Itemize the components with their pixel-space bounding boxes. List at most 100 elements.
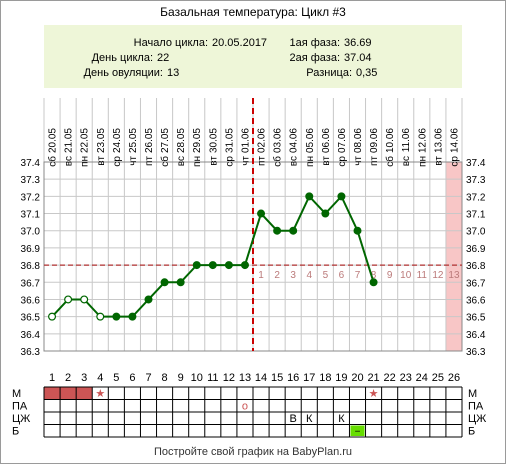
chart-layer: 36.3 36.3 36.4 36.4 36.5 36.5 36.6 36.6 36.7 36.7… [12, 98, 486, 438]
y-tick-label-left: 37.4 [21, 158, 41, 169]
info-panel [44, 25, 462, 88]
weekday-label: сб [159, 156, 171, 167]
weekday-label: вт [321, 156, 332, 166]
weekday-label: ср [224, 156, 235, 167]
date-label: 06.06 [321, 128, 332, 153]
row-symbol: В [290, 413, 297, 425]
phase2-value: 37.04 [344, 52, 372, 64]
menses-cell [44, 387, 61, 400]
day-number-label: 5 [113, 372, 119, 384]
row-symbol: o [242, 401, 248, 413]
date-label: 13.06 [433, 128, 444, 153]
y-tick-label-left: 36.3 [21, 347, 41, 358]
y-tick-label-right: 37.4 [466, 158, 486, 169]
y-tick-label-left: 37.2 [21, 192, 41, 203]
row-label-left: М [12, 388, 21, 400]
row-label-right: ЦЖ [468, 413, 486, 425]
luteal-day-label: 13 [448, 270, 460, 281]
y-tick-label-left: 36.7 [21, 278, 41, 289]
temperature-point [208, 261, 217, 270]
weekday-label: ср [337, 156, 348, 167]
temperature-point [337, 192, 346, 201]
weekday-label: пн [80, 156, 91, 167]
weekday-label: пт [257, 156, 268, 166]
row-symbol: К [338, 413, 345, 425]
y-tick-label-right: 37.1 [466, 210, 486, 221]
y-tick-label-left: 36.5 [21, 313, 41, 324]
luteal-day-label: 10 [400, 270, 412, 281]
phase2-label: 2ая фаза: [289, 52, 340, 64]
y-tick-label-right: 36.8 [466, 261, 486, 272]
phase1-value: 36.69 [344, 37, 372, 49]
date-label: 20.05 [48, 128, 59, 153]
weekday-label: ср [112, 156, 123, 167]
temperature-point [353, 226, 362, 235]
footer-text: Постройте свой график на BabyPlan.ru [154, 446, 352, 458]
luteal-day-label: 1 [258, 270, 264, 281]
day-number-label: 2 [65, 372, 71, 384]
weekday-label: ср [449, 156, 460, 167]
luteal-day-label: 5 [323, 270, 329, 281]
day-number-label: 18 [319, 372, 331, 384]
cycle-day-value: 22 [157, 52, 169, 64]
temperature-point [48, 312, 57, 321]
chart-title: Базальная температура: Цикл #3 [160, 5, 346, 19]
luteal-day-label: 4 [306, 270, 312, 281]
date-label: 09.06 [369, 128, 380, 153]
day-number-label: 3 [81, 372, 87, 384]
day-number-label: 20 [351, 372, 363, 384]
luteal-day-label: 6 [339, 270, 345, 281]
weekday-label: вт [433, 156, 444, 166]
ovulation-day-label: День овуляции: [84, 67, 163, 79]
weekday-label: сб [272, 156, 284, 167]
y-tick-label-right: 36.5 [466, 313, 486, 324]
predicted-period-band [445, 162, 462, 351]
row-symbol: К [306, 413, 313, 425]
row-label-left: ПА [12, 401, 28, 413]
date-label: 12.06 [417, 128, 428, 153]
temperature-point [192, 261, 201, 270]
luteal-day-label: 7 [355, 270, 361, 281]
luteal-day-label: 8 [371, 270, 377, 281]
date-label: 25.05 [128, 128, 139, 153]
row-symbol: ★ [369, 388, 379, 400]
temperature-point [128, 312, 137, 321]
weekday-label: вс [401, 156, 412, 166]
date-label: 08.06 [353, 128, 364, 153]
luteal-day-label: 2 [274, 270, 280, 281]
y-tick-label-left: 36.8 [21, 261, 41, 272]
day-number-label: 24 [416, 372, 428, 384]
day-number-label: 13 [239, 372, 251, 384]
day-number-label: 25 [432, 372, 444, 384]
row-marker-cell [350, 425, 365, 436]
weekday-label: пн [417, 156, 428, 167]
y-tick-label-right: 37.2 [466, 192, 486, 203]
day-number-label: 9 [178, 372, 184, 384]
day-number-label: 6 [129, 372, 135, 384]
date-label: 21.05 [64, 128, 75, 153]
day-number-label: 8 [162, 372, 168, 384]
weekday-label: пн [305, 156, 316, 167]
temperature-point [96, 312, 105, 321]
temperature-point [144, 295, 153, 304]
menses-cell [76, 387, 93, 400]
row-label-right: М [468, 388, 477, 400]
date-label: 27.05 [160, 128, 171, 153]
date-label: 31.05 [224, 128, 235, 153]
y-tick-label-left: 37.1 [21, 210, 41, 221]
weekday-label: вс [64, 156, 75, 166]
day-number-label: 16 [287, 372, 299, 384]
luteal-day-label: 12 [432, 270, 444, 281]
weekday-label: чт [353, 156, 364, 166]
day-number-label: 12 [223, 372, 235, 384]
cycle-start-label: Начало цикла: [134, 37, 208, 49]
y-tick-label-left: 37.3 [21, 175, 41, 186]
y-tick-label-left: 36.4 [21, 330, 41, 341]
luteal-day-label: 3 [290, 270, 296, 281]
day-number-label: 10 [191, 372, 203, 384]
y-tick-label-left: 36.9 [21, 244, 41, 255]
weekday-label: пт [144, 156, 155, 166]
date-label: 26.05 [144, 128, 155, 153]
temperature-point [289, 226, 298, 235]
cycle-day-label: День цикла: [92, 52, 153, 64]
